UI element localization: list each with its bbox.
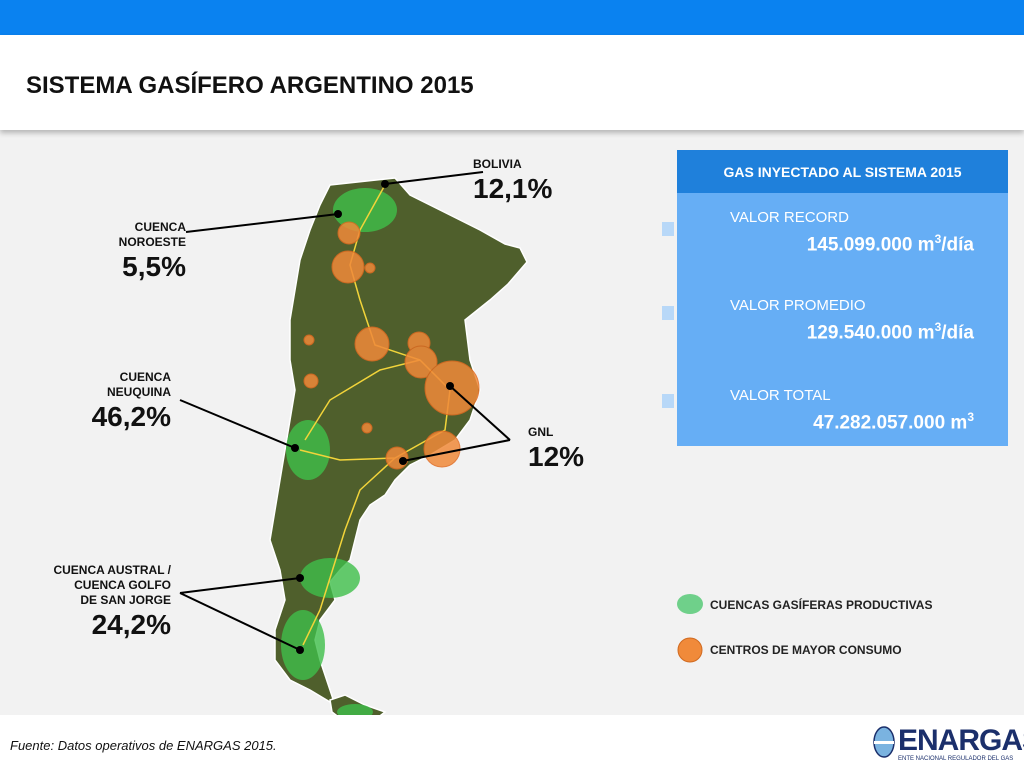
source: Fuente: Datos operativos de ENARGAS 2015… <box>10 738 277 753</box>
callout: BOLIVIA 12,1% <box>473 157 552 206</box>
unit-exponent: 3 <box>967 410 974 424</box>
panel-item: VALOR RECORD 145.099.000 m3/día <box>730 209 974 256</box>
dot <box>446 382 454 390</box>
dot <box>334 210 342 218</box>
header <box>0 35 1024 130</box>
callout-line <box>402 439 511 462</box>
title: SISTEMA GASÍFERO ARGENTINO 2015 <box>26 72 474 99</box>
item-label: VALOR PROMEDIO <box>730 297 866 314</box>
callout-value: 12,1% <box>473 173 553 204</box>
center <box>361 422 373 434</box>
panel-item: VALOR PROMEDIO 129.540.000 m3/día <box>730 297 974 344</box>
callout-value: 24,2% <box>91 609 171 640</box>
callout-label: CUENCA <box>119 370 171 384</box>
item-value: 47.282.057.000 m3 <box>730 410 974 434</box>
panel-title: GAS INYECTADO AL SISTEMA 2015 <box>677 150 1008 193</box>
callout: CUENCA NEUQUINA 46,2% <box>92 370 171 434</box>
legend-swatches <box>677 594 703 663</box>
callout-label: BOLIVIA <box>473 157 522 171</box>
dot <box>381 180 389 188</box>
item-label: VALOR TOTAL <box>730 387 831 404</box>
center <box>303 334 315 346</box>
callout-dots <box>291 180 454 654</box>
callout-value: 46,2% <box>91 401 171 432</box>
unit-suffix: /día <box>941 234 974 256</box>
logo-subtitle: ENTE NACIONAL REGULADOR DEL GAS <box>898 756 1014 762</box>
callout-label: CUENCA AUSTRAL / <box>53 563 171 577</box>
value: 129.540.000 m <box>806 322 935 344</box>
pipeline <box>302 577 331 646</box>
center <box>404 345 438 379</box>
footer <box>0 715 1024 768</box>
pipeline <box>304 359 421 441</box>
callout-label: GNL <box>528 425 554 439</box>
logo: ENARGAS <box>898 724 1024 757</box>
basin <box>333 188 397 232</box>
panel <box>677 150 1008 446</box>
legend-label: CENTROS DE MAYOR CONSUMO <box>710 643 902 657</box>
callout-line <box>384 171 484 185</box>
unit-exponent: 3 <box>934 320 942 334</box>
center <box>423 430 461 468</box>
swatch-center <box>677 637 703 663</box>
callout-label: CUENCA <box>134 220 186 234</box>
swatch-basin <box>677 594 703 614</box>
callout-line <box>185 213 339 233</box>
dot <box>296 574 304 582</box>
center <box>303 373 319 389</box>
callout-lines <box>179 171 511 651</box>
callout-line <box>449 385 511 441</box>
item-value: 145.099.000 m3/día <box>730 232 974 256</box>
callout-label: DE SAN JORGE <box>80 593 171 607</box>
pipeline <box>329 457 396 579</box>
center <box>331 250 365 284</box>
center <box>364 262 376 274</box>
value: 145.099.000 m <box>806 234 935 256</box>
panel-item: VALOR TOTAL 47.282.057.000 m3 <box>730 387 974 434</box>
dot <box>291 444 299 452</box>
callout: CUENCA NOROESTE 5,5% <box>119 220 186 284</box>
callout: GNL 12% <box>528 425 584 474</box>
item-label: VALOR RECORD <box>730 209 849 226</box>
logo-emblem <box>873 726 895 758</box>
dot <box>296 646 304 654</box>
callout: CUENCA AUSTRAL / CUENCA GOLFO DE SAN JOR… <box>53 563 171 642</box>
callout-label: NEUQUINA <box>106 385 171 399</box>
callout-label: CUENCA GOLFO <box>74 578 171 592</box>
unit-exponent: 3 <box>934 232 942 246</box>
value: 47.282.057.000 m <box>813 412 968 434</box>
legend-label: CUENCAS GASÍFERAS PRODUCTIVAS <box>710 598 933 612</box>
basin <box>286 420 330 480</box>
item-value: 129.540.000 m3/día <box>730 320 974 344</box>
callout-line <box>179 577 301 594</box>
center <box>354 326 390 362</box>
dot <box>399 457 407 465</box>
callout-line <box>179 592 301 651</box>
callout-value: 12% <box>528 441 585 472</box>
callout-line <box>179 399 296 449</box>
unit-suffix: /día <box>941 322 974 344</box>
callout-value: 5,5% <box>122 251 186 282</box>
top-bar <box>0 0 1024 35</box>
center <box>337 221 361 245</box>
callout-label: NOROESTE <box>118 235 186 249</box>
